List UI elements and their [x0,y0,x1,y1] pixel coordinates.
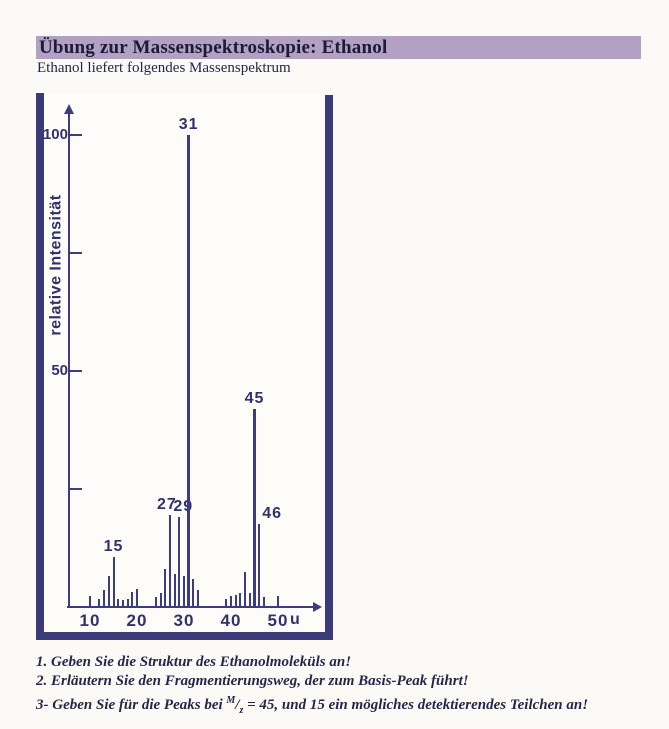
question-item: 2. Erläutern Sie den Fragmentierungsweg,… [36,674,656,689]
figure-frame-bottom [36,632,333,640]
peak-label: 31 [178,116,199,133]
peak-bar [258,524,261,607]
mass-spectrum-figure: relative Intensität 100 50 10 20 30 40 50 15 2… [36,93,333,640]
y-tick [70,488,82,490]
x-tick [89,596,91,608]
title-band: Übung zur Massenspektroskopie: Ethanol [36,36,641,59]
subtitle: Ethanol liefert folgendes Massenspektrum [37,60,291,76]
peak-bar [168,514,171,607]
y-axis-label: relative Intensität [47,194,65,336]
peak-bar [164,569,167,607]
peak-bar [234,594,237,607]
y-tick [70,370,82,372]
x-tick-label: 50 [267,611,289,630]
mz-superscript: M [226,695,236,706]
peak-bar [112,557,115,607]
peak-bar [117,598,120,607]
peak-bar [98,598,101,607]
x-tick-label: 40 [220,611,242,630]
question-text: = 45, und 15 ein mögliches detektierende… [243,697,589,713]
y-tick-label-100: 100 [42,126,68,143]
question-text: Geben Sie für die Peaks bei [52,697,227,713]
peak-bar [103,590,106,607]
peak-bar [121,600,124,607]
peak-bar [187,135,191,607]
peak-label: 15 [103,538,124,556]
page-title: Übung zur Massenspektroskopie: Ethanol [39,37,388,58]
questions-list: 1. Geben Sie die Struktur des Ethanolmol… [36,655,656,722]
peak-bar [154,596,157,607]
question-number: 1. [36,654,48,670]
peak-bar [159,592,162,607]
x-tick-label: 10 [79,611,101,630]
peak-bar [239,592,242,607]
question-text: Geben Sie die Struktur des Ethanolmolekü… [51,654,352,670]
question-text: Erläutern Sie den Fragmentierungsweg, de… [51,673,469,689]
peak-label: 46 [262,505,283,523]
mz-slash: / [235,697,240,713]
peak-bar [183,576,185,607]
y-axis-arrow-icon [64,104,74,114]
question-number: 2. [36,673,48,689]
x-tick-label: 30 [173,611,195,630]
peak-label: 45 [244,389,265,407]
x-axis-unit-label: u [290,611,300,628]
peak-bar [107,576,110,607]
peak-bar [262,596,265,607]
y-tick [70,252,82,254]
peak-bar [253,408,256,607]
y-tick-label-50: 50 [51,362,68,379]
x-axis-arrow-icon [313,602,322,612]
peak-bar [178,517,181,607]
peak-bar [131,591,134,607]
peak-bar [248,592,251,607]
peak-bar [225,598,228,607]
peak-label: 27 [156,495,177,513]
peak-bar [230,596,232,607]
x-axis-line [67,606,313,608]
figure-frame-left [36,93,44,640]
x-tick-label: 20 [126,611,148,630]
peak-label: 29 [173,498,194,516]
mz-subscript: z [239,705,244,716]
x-tick [277,596,279,608]
peak-bar [244,571,247,607]
peak-bar [126,598,129,607]
peak-bar [197,590,200,607]
peak-bar [192,578,195,607]
y-tick [70,134,82,136]
y-axis-line [68,113,70,608]
question-item: 1. Geben Sie die Struktur des Ethanolmol… [36,655,656,670]
question-item: 3- Geben Sie für die Peaks bei M/z = 45,… [36,693,656,718]
peak-bar [173,573,176,607]
peak-bar [136,589,138,607]
figure-frame-right [325,95,333,640]
question-number: 3- [36,697,49,713]
